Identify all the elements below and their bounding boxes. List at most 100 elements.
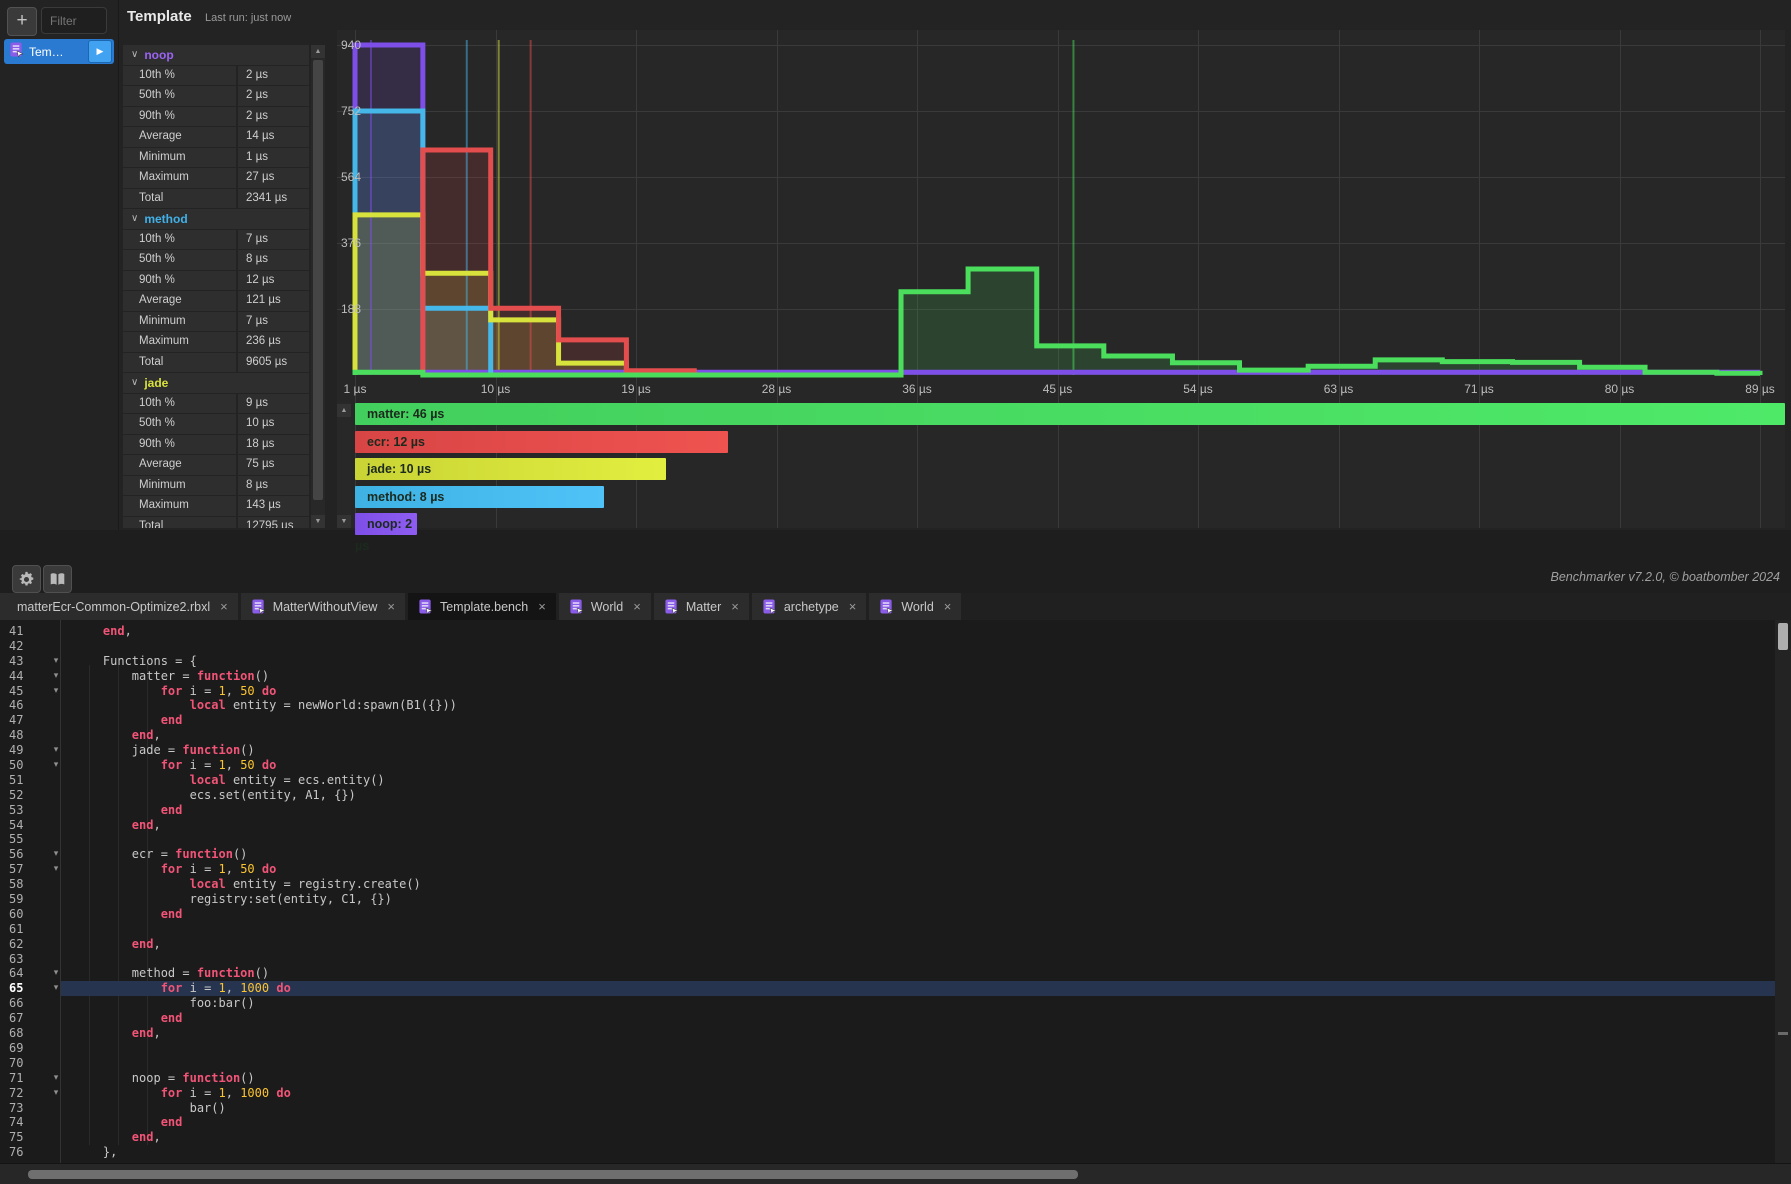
- stats-scrollbar[interactable]: ▲ ▼: [311, 45, 325, 528]
- stats-section-header-jade[interactable]: ∨ jade: [123, 373, 309, 393]
- stats-row-label: 10th %: [123, 393, 236, 413]
- stats-row: 10th % 7 µs: [123, 229, 309, 249]
- line-number: 50: [9, 758, 24, 773]
- stats-row-value: 10 µs: [238, 414, 309, 434]
- tab-World[interactable]: World ×: [869, 593, 962, 620]
- code-text: },: [74, 1145, 118, 1160]
- fold-arrow-icon[interactable]: ▾: [53, 685, 59, 696]
- fold-arrow-icon: [43, 698, 69, 713]
- code-line-50: 50 ▾ for i = 1, 50 do: [0, 758, 1775, 773]
- fold-arrow-icon[interactable]: ▾: [53, 655, 59, 666]
- close-icon[interactable]: ×: [220, 599, 228, 614]
- fold-arrow-icon[interactable]: ▾: [53, 968, 59, 979]
- fold-arrow-icon[interactable]: ▾: [53, 849, 59, 860]
- fold-arrow-icon[interactable]: ▾: [53, 745, 59, 756]
- scroll-up-icon[interactable]: ▲: [337, 404, 351, 417]
- close-icon[interactable]: ×: [538, 599, 546, 614]
- fold-arrow-icon[interactable]: ▾: [53, 1087, 59, 1098]
- editor-scrollbar-thumb[interactable]: [1778, 623, 1788, 650]
- fold-arrow-icon[interactable]: ▾: [53, 670, 59, 681]
- fold-arrow-icon: [43, 952, 69, 967]
- code-area[interactable]: 41 end, 42 43 ▾ Functions = {44 ▾ matter = f…: [0, 624, 1775, 1160]
- stats-section-header-method[interactable]: ∨ method: [123, 209, 309, 229]
- run-benchmark-button[interactable]: ▶: [88, 40, 112, 63]
- stats-section-name: jade: [144, 375, 169, 390]
- tab-Template.bench[interactable]: Template.bench ×: [407, 593, 556, 620]
- code-text: for i = 1, 50 do: [160, 862, 277, 877]
- editor-hscrollbar-thumb[interactable]: [28, 1170, 1078, 1179]
- fold-arrow-icon[interactable]: ▾: [53, 864, 59, 875]
- scroll-down-icon[interactable]: ▼: [337, 515, 351, 528]
- benchmark-histogram: [352, 40, 1763, 378]
- legend-scrollbar[interactable]: ▲ ▼: [337, 402, 351, 528]
- line-number: 45: [9, 683, 24, 698]
- fold-arrow-icon: [43, 907, 69, 922]
- docs-button[interactable]: [43, 565, 72, 593]
- y-tick-label: 188: [341, 302, 362, 316]
- code-text: registry:set(entity, C1, {}): [74, 892, 392, 907]
- fold-arrow-icon[interactable]: ▾: [53, 1072, 59, 1083]
- line-number: 75: [9, 1130, 24, 1145]
- add-benchmark-button[interactable]: +: [7, 7, 37, 36]
- code-text: end: [160, 1115, 183, 1130]
- scroll-up-icon[interactable]: ▲: [311, 45, 325, 58]
- close-icon[interactable]: ×: [633, 599, 641, 614]
- tab-label: matterEcr-Common-Optimize2.rbxl: [17, 599, 211, 614]
- line-number: 48: [9, 728, 24, 743]
- benchmark-list-item-template[interactable]: Tem… ▶: [4, 39, 114, 64]
- code-line-41: 41 end,: [0, 624, 1775, 639]
- stats-row-label: 50th %: [123, 250, 236, 270]
- y-tick-label: 940: [341, 38, 362, 52]
- code-text: local entity = registry.create(): [189, 877, 421, 892]
- code-text: ecr = function(): [74, 847, 248, 862]
- code-text: Functions = {: [74, 653, 197, 668]
- tab-World[interactable]: World ×: [558, 593, 651, 620]
- editor-horizontal-scrollbar[interactable]: [0, 1163, 1791, 1184]
- tab-archetype[interactable]: archetype ×: [751, 593, 867, 620]
- fold-arrow-icon: [43, 877, 69, 892]
- script-icon: [419, 599, 433, 614]
- legend-bars: matter: 46 µs ecr: 12 µs jade: 10 µs method…: [337, 400, 1785, 553]
- fold-arrow-icon[interactable]: ▾: [53, 983, 59, 994]
- scroll-down-icon[interactable]: ▼: [311, 515, 325, 528]
- fold-arrow-icon: [43, 892, 69, 907]
- code-line-76: 76 },: [0, 1145, 1775, 1160]
- settings-button[interactable]: [12, 565, 41, 593]
- tab-matterEcr-Common-Optimize2.rbxl[interactable]: matterEcr-Common-Optimize2.rbxl ×: [0, 593, 238, 620]
- chevron-down-icon: ∨: [131, 49, 139, 61]
- fold-arrow-icon: [43, 773, 69, 788]
- y-tick-label: 564: [341, 170, 362, 184]
- editor-vertical-scrollbar[interactable]: [1775, 620, 1791, 1163]
- script-icon: [763, 599, 777, 614]
- code-line-73: 73 bar(): [0, 1101, 1775, 1116]
- stats-row: Maximum 143 µs: [123, 496, 309, 516]
- code-line-62: 62 end,: [0, 937, 1775, 952]
- code-text: [69, 922, 1775, 937]
- close-icon[interactable]: ×: [731, 599, 739, 614]
- close-icon[interactable]: ×: [848, 599, 857, 614]
- close-icon[interactable]: ×: [943, 599, 952, 614]
- code-text: foo:bar(): [74, 996, 255, 1011]
- stats-row: 90th % 2 µs: [123, 106, 309, 126]
- fold-arrow-icon[interactable]: ▾: [53, 760, 59, 771]
- code-line-53: 53 end: [0, 803, 1775, 818]
- code-line-42: 42: [0, 639, 1775, 654]
- tab-Matter[interactable]: Matter ×: [653, 593, 749, 620]
- stats-row-label: Average: [123, 127, 236, 147]
- close-icon[interactable]: ×: [387, 599, 395, 614]
- x-tick-label: 19 µs: [621, 382, 651, 396]
- stats-section-name: method: [144, 211, 188, 226]
- code-line-44: 44 ▾ matter = function(): [0, 669, 1775, 684]
- stats-row-value: 7 µs: [238, 229, 309, 249]
- stats-scrollbar-thumb[interactable]: [313, 60, 323, 500]
- x-tick-label: 89 µs: [1745, 382, 1775, 396]
- code-text: [69, 1056, 1775, 1071]
- stats-section-header-noop[interactable]: ∨ noop: [123, 45, 309, 65]
- x-tick-label: 1 µs: [343, 382, 367, 396]
- tab-MatterWithoutView[interactable]: MatterWithoutView ×: [240, 593, 405, 620]
- x-tick-label: 63 µs: [1323, 382, 1354, 396]
- x-tick-label: 45 µs: [1042, 382, 1073, 396]
- filter-input[interactable]: [41, 7, 107, 34]
- line-number: 64: [9, 966, 24, 981]
- fold-arrow-icon: [43, 1041, 69, 1056]
